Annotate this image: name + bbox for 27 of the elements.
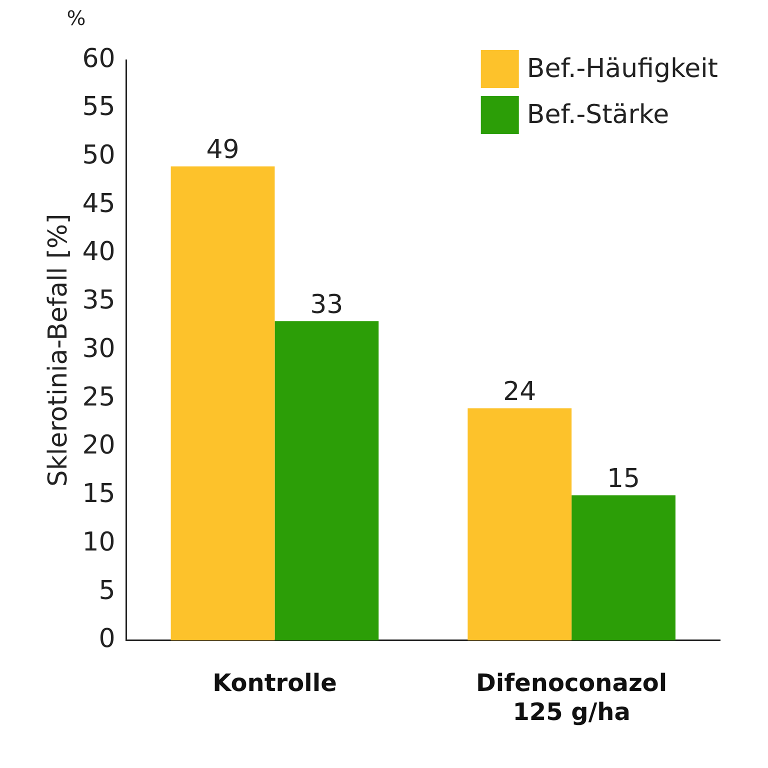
y-tick-label: 55 [82, 92, 116, 122]
legend-label: Bef.-Häufigkeit [526, 54, 718, 84]
y-tick-label: 35 [82, 286, 116, 316]
bar [170, 166, 275, 640]
y-tick-label: 25 [82, 382, 116, 412]
x-tick-label: Kontrolle [212, 669, 337, 698]
bar [572, 495, 676, 640]
y-tick-label: 30 [82, 334, 116, 364]
y-tick-label: 50 [82, 140, 116, 170]
bar [274, 321, 379, 640]
data-label: 24 [503, 376, 536, 407]
data-label: 33 [310, 290, 344, 320]
y-tick-label: 15 [82, 479, 116, 510]
bar [468, 408, 572, 640]
x-tick-label: Difenoconazol 125 g/ha [476, 669, 668, 726]
y-tick-label: 60 [82, 44, 116, 74]
y-axis-title: Sklerotinia-Befall [%] [43, 214, 74, 487]
y-tick-label: 40 [82, 237, 116, 268]
y-tick-label: 10 [82, 527, 116, 558]
y-tick-label: 0 [98, 624, 116, 654]
y-tick-label: 45 [82, 188, 116, 219]
legend-label: Bef.-Stärke [526, 100, 670, 130]
data-label: 49 [206, 135, 240, 166]
data-label: 15 [606, 464, 640, 494]
y-tick-label: 5 [98, 576, 116, 606]
text: % [66, 6, 86, 30]
y-tick-label: 20 [82, 430, 116, 461]
